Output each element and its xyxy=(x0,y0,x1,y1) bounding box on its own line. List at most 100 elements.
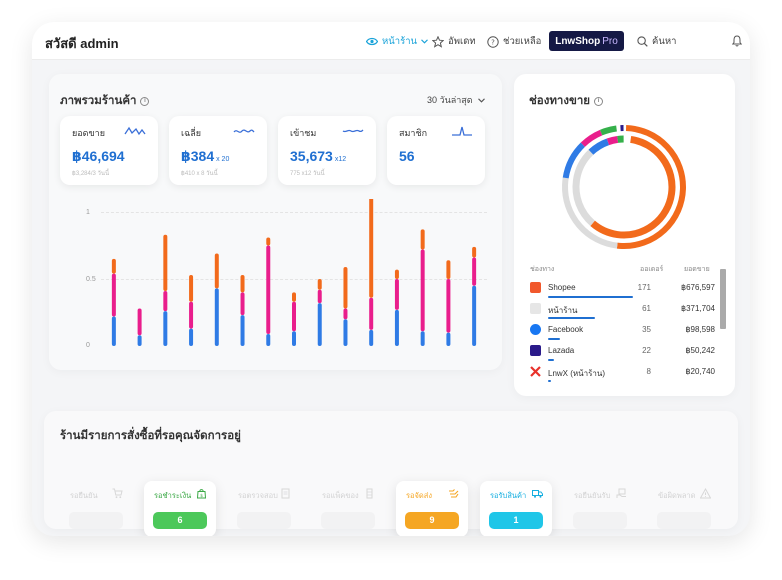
info-icon[interactable]: i xyxy=(140,96,150,106)
bar-segment-pink xyxy=(163,291,168,312)
status-label: รอตรวจสอบ xyxy=(238,491,278,500)
stat-card-members[interactable]: สมาชิก 56 xyxy=(387,116,485,185)
orders-title: ร้านมีรายการสั่งซื้อที่รอคุณจัดการอยู่ xyxy=(60,427,241,445)
sales-channels-panel: ช่องทางขาย i ช่องทาง ออเดอร์ ยอดขาย xyxy=(514,74,735,396)
bar-segment-blue xyxy=(317,303,322,346)
stat-value: ฿384 x 20 xyxy=(181,148,230,164)
search-button[interactable]: ค้นหา xyxy=(637,34,676,49)
bar-segment-pink xyxy=(369,297,374,330)
donut-inner-segment xyxy=(572,135,676,239)
box-icon xyxy=(366,488,373,499)
bar-segment-pink xyxy=(472,257,477,286)
overview-title: ภาพรวมร้านค้า i xyxy=(60,92,150,110)
donut-inner-segment xyxy=(572,135,676,239)
channel-share-bar xyxy=(548,317,595,319)
search-label: ค้นหา xyxy=(652,36,677,47)
bell-icon[interactable] xyxy=(732,35,742,47)
channel-share-bar xyxy=(548,296,633,298)
stat-value: 35,673 x12 xyxy=(290,148,347,164)
bar-segment-orange xyxy=(163,234,168,292)
stat-card-visits[interactable]: เข้าชม 35,673 x12 775 x12 วันนี้ xyxy=(278,116,376,185)
bar-segment-blue xyxy=(394,309,399,346)
bar-segment-orange xyxy=(189,274,194,302)
stat-label: เฉลี่ย xyxy=(181,128,201,138)
bar-segment-blue xyxy=(343,319,348,346)
period-select[interactable]: 30 วันล่าสุด xyxy=(427,93,485,107)
channel-row[interactable]: หน้าร้าน 61 ฿371,704 xyxy=(530,301,715,322)
bar-segment-orange xyxy=(240,274,245,293)
pro-tier: Pro xyxy=(602,35,618,47)
bar-segment-pink xyxy=(420,249,425,332)
bar-segment-orange xyxy=(343,266,348,309)
column-header-sales: ยอดขาย xyxy=(684,266,710,273)
channel-orders: 61 xyxy=(642,304,651,313)
shopee-icon xyxy=(530,282,541,293)
column-header-orders: ออเดอร์ xyxy=(640,266,664,273)
stat-sub: ฿410 x 8 วันนี้ xyxy=(181,171,218,177)
bar-segment-pink xyxy=(394,279,399,310)
channel-row[interactable]: Facebook 35 ฿98,598 xyxy=(530,322,715,343)
bar-segment-orange xyxy=(111,258,116,274)
bar-segment-orange xyxy=(394,269,399,279)
channel-row[interactable]: Shopee 171 ฿676,597 xyxy=(530,280,715,301)
lnwshop-pro-button[interactable]: LnwShop Pro xyxy=(549,31,624,51)
stat-sub: ฿3,284/3 วันนี้ xyxy=(72,171,110,177)
stat-label: ยอดขาย xyxy=(72,128,106,138)
channel-row[interactable]: LnwX (หน้าร้าน) 8 ฿20,740 xyxy=(530,364,715,385)
status-label: รอจัดส่ง xyxy=(406,491,433,500)
info-icon[interactable]: i xyxy=(594,96,604,106)
status-count xyxy=(69,512,123,529)
channel-row[interactable]: Lazada 22 ฿50,242 xyxy=(530,343,715,364)
channels-title-text: ช่องทางขาย xyxy=(529,95,591,107)
channel-share-bar xyxy=(548,380,551,382)
nav-help-label: ช่วยเหลือ xyxy=(503,36,542,47)
status-error[interactable]: ข้อผิดพลาด xyxy=(648,481,720,536)
channel-list-scrollbar[interactable] xyxy=(720,269,726,329)
sparkline-icon xyxy=(124,126,146,136)
bar-segment-pink xyxy=(111,273,116,317)
stat-card-average[interactable]: เฉลี่ย ฿384 x 20 ฿410 x 8 วันนี้ xyxy=(169,116,267,185)
bar-segment-orange xyxy=(214,253,219,289)
truck-icon xyxy=(532,490,543,498)
lnwx-icon xyxy=(530,366,541,377)
status-await-packing[interactable]: รอแพ็คของ xyxy=(312,481,384,536)
store-overview-panel: ภาพรวมร้านค้า i 30 วันล่าสุด ยอดขาย ฿46,… xyxy=(49,74,502,370)
status-await-payment[interactable]: รอชำระเงิน $ 6 xyxy=(144,481,216,536)
payment-bag-icon: $ xyxy=(196,489,207,499)
bar-segment-pink xyxy=(446,279,451,333)
bar-segment-blue xyxy=(266,333,271,346)
bar-segment-blue xyxy=(420,331,425,346)
bar-segment-blue xyxy=(369,329,374,346)
document-icon xyxy=(281,488,290,499)
status-label: รอแพ็คของ xyxy=(322,491,359,500)
channel-orders: 35 xyxy=(642,325,651,334)
status-label: รอรับสินค้า xyxy=(490,491,527,500)
status-await-delivery[interactable]: รอรับสินค้า 1 xyxy=(480,481,552,536)
status-label: รอยืนยันรับ xyxy=(574,491,611,500)
bar-segment-pink xyxy=(317,289,322,304)
channel-donut-chart xyxy=(562,125,686,249)
overview-title-text: ภาพรวมร้านค้า xyxy=(60,95,137,107)
y-tick-label: 0 xyxy=(86,342,90,349)
bar-segment-blue xyxy=(472,285,477,346)
channel-sales: ฿50,242 xyxy=(685,346,715,355)
status-await-review[interactable]: รอตรวจสอบ xyxy=(228,481,300,536)
greeting-text: สวัสดี admin xyxy=(45,36,119,51)
channel-sales: ฿676,597 xyxy=(680,283,715,292)
channel-name: Shopee xyxy=(548,283,576,292)
nav-storefront[interactable]: หน้าร้าน xyxy=(366,34,428,49)
nav-storefront-label: หน้าร้าน xyxy=(382,36,418,47)
nav-help[interactable]: ? ช่วยเหลือ xyxy=(487,34,541,49)
status-await-receipt[interactable]: รอยืนยันรับ xyxy=(564,481,636,536)
bar-segment-blue xyxy=(214,288,219,346)
channel-name: Lazada xyxy=(548,346,575,355)
stat-card-sales[interactable]: ยอดขาย ฿46,694 ฿3,284/3 วันนี้ xyxy=(60,116,158,185)
nav-updates[interactable]: อัพเดท xyxy=(432,34,476,49)
status-count: 9 xyxy=(405,512,459,529)
bar-segment-blue xyxy=(111,316,116,346)
bar-segment-pink xyxy=(343,308,348,320)
status-await-confirm[interactable]: รอยืนยัน xyxy=(60,481,132,536)
storefront-icon xyxy=(530,303,541,314)
status-await-shipping[interactable]: รอจัดส่ง 9 xyxy=(396,481,468,536)
top-bar: สวัสดี admin หน้าร้าน อัพเดท ? ช่วยเหลือ… xyxy=(32,22,750,60)
